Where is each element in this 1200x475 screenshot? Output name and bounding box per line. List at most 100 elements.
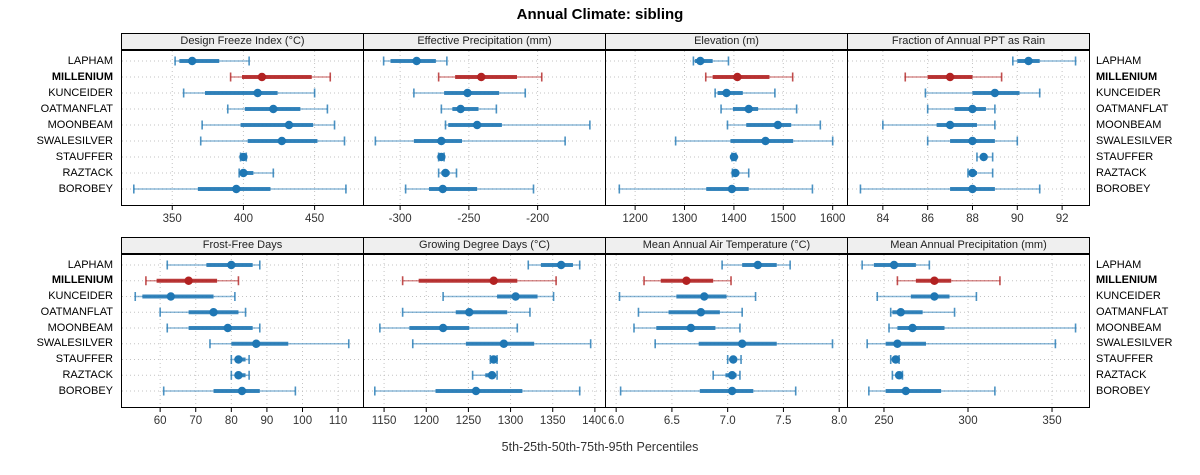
median-dot xyxy=(237,386,247,396)
panel-title: Frost-Free Days xyxy=(202,239,283,251)
axis-tick-label: 70 xyxy=(189,415,202,427)
interval-raztack xyxy=(967,168,994,178)
median-dot xyxy=(727,371,737,380)
interval-kunceider xyxy=(618,292,757,301)
axis-tick-label: 1300 xyxy=(498,415,524,427)
median-dot xyxy=(700,292,709,301)
median-dot xyxy=(471,386,481,396)
panel-mean-annual-air-temperature-c-: 6.0 6.5 7.0 7.5 8.0 xyxy=(605,254,848,427)
panel-border xyxy=(121,50,364,206)
site-label-left-oatmanflat: OATMANFLAT xyxy=(40,102,113,115)
axis-tick-label: 1350 xyxy=(540,415,566,427)
panel-title: Mean Annual Precipitation (mm) xyxy=(890,239,1047,251)
interval-borobey xyxy=(618,184,814,194)
site-label-right-oatmanflat: OATMANFLAT xyxy=(1096,305,1169,318)
site-label-left-moonbeam: MOONBEAM xyxy=(47,321,113,334)
median-dot xyxy=(686,323,696,333)
interval-borobey xyxy=(162,386,297,396)
interval-swalesilver xyxy=(374,136,566,146)
page-title: Annual Climate: sibling xyxy=(516,6,684,23)
axis-tick-label: 1250 xyxy=(456,415,482,427)
interval-kunceider xyxy=(924,88,1041,98)
median-dot xyxy=(945,72,955,82)
site-label-right-raztack: RAZTACK xyxy=(1096,166,1147,179)
median-dot xyxy=(269,104,278,114)
interval-swalesilver xyxy=(199,136,346,146)
axis-tick-label: 90 xyxy=(261,415,274,427)
median-dot xyxy=(253,88,262,98)
interval-raztack xyxy=(238,168,275,178)
panel-title: Effective Precipitation (mm) xyxy=(417,35,552,47)
interval-raztack xyxy=(712,370,741,380)
median-dot xyxy=(696,308,706,317)
median-dot xyxy=(239,152,248,162)
interval-lapham xyxy=(721,260,791,270)
site-label-left-millenium: MILLENIUM xyxy=(51,274,113,287)
panel-border xyxy=(605,254,848,408)
panel-elevation-m-: 1200 1300 1400 1500 1600 xyxy=(605,50,848,225)
axis-tick-label: 1150 xyxy=(372,415,397,427)
panel-strip-frost-free-days: Frost-Free Days xyxy=(121,237,364,254)
interval-swalesilver xyxy=(926,136,1019,146)
panel-border xyxy=(121,254,364,408)
site-label-right-kunceider: KUNCEIDER xyxy=(1096,290,1161,302)
panel-border xyxy=(363,254,606,408)
interval-stauffer xyxy=(729,152,739,162)
interval-swalesilver xyxy=(866,339,1057,349)
median-dot xyxy=(227,260,236,270)
panel-title: Fraction of Annual PPT as Rain xyxy=(891,35,1046,47)
axis-tick-label: 1600 xyxy=(820,213,846,225)
axis-caption: 5th-25th-50th-75th-95th Percentiles xyxy=(501,440,699,454)
interval-moonbeam xyxy=(166,323,261,333)
median-dot xyxy=(896,308,905,317)
interval-oatmanflat xyxy=(226,104,329,114)
site-label-left-stauffer: STAUFFER xyxy=(55,150,113,163)
interval-kunceider xyxy=(134,292,236,301)
median-dot xyxy=(472,120,482,130)
interval-stauffer xyxy=(889,355,900,364)
median-dot xyxy=(456,104,465,114)
panel-frost-free-days: 60 70 80 90 100 110 xyxy=(121,254,364,427)
interval-moonbeam xyxy=(726,120,822,130)
median-dot xyxy=(437,136,446,146)
interval-raztack xyxy=(731,168,750,178)
interval-lapham xyxy=(527,260,581,270)
axis-tick-label: 60 xyxy=(154,415,167,427)
axis-tick-label: 1300 xyxy=(672,213,698,225)
median-dot xyxy=(722,88,731,98)
axis-tick-label: 450 xyxy=(305,213,324,225)
panel-mean-annual-precipitation-mm-: 250 300 350 xyxy=(847,254,1090,427)
interval-moonbeam xyxy=(444,120,591,130)
axis-tick-label: 92 xyxy=(1056,213,1069,225)
median-dot xyxy=(441,168,450,178)
interval-borobey xyxy=(133,184,347,194)
median-dot xyxy=(239,168,248,178)
axis-tick-label: 7.0 xyxy=(720,415,736,427)
interval-lapham xyxy=(166,260,261,270)
axis-tick-label: 1400 xyxy=(721,213,747,225)
interval-lapham xyxy=(692,56,730,66)
interval-kunceider xyxy=(413,88,527,98)
interval-millenium xyxy=(401,276,557,286)
interval-stauffer xyxy=(489,355,498,364)
interval-moonbeam xyxy=(379,323,519,333)
median-dot xyxy=(968,168,977,178)
median-dot xyxy=(511,292,520,301)
median-dot xyxy=(187,56,197,66)
interval-swalesilver xyxy=(209,339,350,349)
median-dot xyxy=(1024,56,1033,66)
interval-lapham xyxy=(382,56,448,66)
interval-stauffer xyxy=(230,355,250,364)
median-dot xyxy=(990,88,1000,98)
site-label-left-kunceider: KUNCEIDER xyxy=(48,290,113,302)
median-dot xyxy=(761,136,770,146)
median-dot xyxy=(489,276,498,285)
axis-tick-label: 1500 xyxy=(770,213,796,225)
site-label-right-borobey: BOROBEY xyxy=(1096,384,1151,397)
median-dot xyxy=(209,308,218,317)
axis-tick-label: -250 xyxy=(457,213,480,225)
panel-strip-mean-annual-air-temperature-c-: Mean Annual Air Temperature (°C) xyxy=(605,237,848,254)
axis-tick-label: 1200 xyxy=(413,415,439,427)
median-dot xyxy=(731,168,740,178)
axis-tick-label: 88 xyxy=(966,213,979,225)
